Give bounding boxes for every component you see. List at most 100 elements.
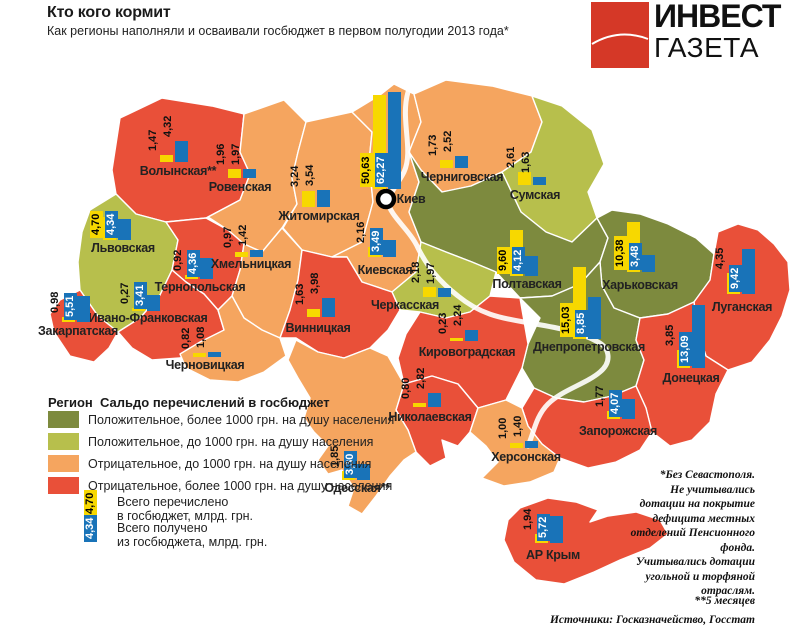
- received-value: 3,41: [134, 281, 147, 309]
- paid-bar: [132, 308, 145, 311]
- paid-bar: [302, 191, 315, 207]
- kyiv-city-marker: [375, 188, 397, 210]
- legend-swatch-positive-high: [48, 411, 79, 428]
- paid-value: 4,70: [90, 210, 103, 238]
- paid-value: 1,73: [427, 134, 439, 156]
- received-value: 13,09: [679, 332, 692, 366]
- region-label: Ивано-Франковская: [88, 311, 208, 325]
- logo-mark-icon: [591, 2, 649, 68]
- received-bar: [622, 399, 635, 419]
- region-label: Черниговская: [420, 170, 504, 184]
- legend-swatch-positive-low: [48, 433, 79, 450]
- region-shape-kherson: [469, 399, 561, 487]
- paid-value: 3,24: [289, 166, 301, 188]
- legend-swatch-negative-high: [48, 477, 79, 494]
- region-label: Харьковская: [602, 278, 678, 292]
- region-label: Ровенская: [208, 180, 272, 194]
- received-value: 4,07: [609, 389, 622, 417]
- received-value: 1,97: [230, 143, 242, 165]
- received-bar: [77, 295, 90, 322]
- legend-swatch-negative-low: [48, 455, 79, 472]
- paid-value: 2,16: [355, 221, 367, 243]
- region-label: АР Крым: [526, 548, 580, 562]
- legend-item-label: Положительное, более 1000 грн. на душу н…: [88, 413, 395, 427]
- paid-bar: [450, 338, 463, 341]
- paid-bar: [160, 154, 173, 162]
- paid-value: 0,27: [119, 282, 131, 304]
- received-bar: [438, 287, 451, 297]
- received-value: 4,34: [105, 210, 118, 238]
- region-label: Черкасская: [371, 298, 439, 312]
- page-title: Кто кого кормит: [47, 4, 171, 21]
- paid-value: 0,82: [180, 327, 192, 350]
- region-shape-chernivtsi: [179, 295, 287, 383]
- received-value: 1,97: [425, 262, 437, 284]
- region-label: Запорожская: [579, 424, 657, 438]
- received-value: 3,48: [629, 242, 642, 270]
- region-label: Волынская**: [139, 164, 217, 178]
- received-bar: [208, 351, 221, 357]
- paid-value: 1,00: [497, 417, 509, 440]
- legend-received-bar-label: Всего получено из госбюджета, млрд. грн.: [117, 521, 268, 549]
- paid-value: 0,97: [222, 226, 234, 249]
- received-value: 3,98: [309, 272, 321, 294]
- received-bar: [588, 296, 601, 339]
- legend-item-label: Отрицательное, более 1000 грн. на душу н…: [88, 479, 393, 493]
- paid-bar: [510, 443, 523, 448]
- region-label: Львовская: [91, 241, 155, 255]
- received-bar: [642, 255, 655, 272]
- region-label: Полтавская: [492, 277, 562, 291]
- region-shape-odesa: [287, 339, 417, 515]
- sources-line: Источники: Госказначейство, Госстат: [549, 614, 755, 626]
- received-value: 4,32: [162, 115, 174, 138]
- paid-value: 10,38: [614, 236, 627, 270]
- received-bar: [465, 330, 478, 341]
- region-label: Херсонская: [491, 450, 561, 464]
- paid-value: 0,98: [49, 291, 61, 314]
- paid-value: 1,77: [594, 385, 606, 407]
- paid-value: 1,47: [147, 129, 159, 151]
- region-label: Днепропетровская: [533, 340, 645, 354]
- received-bar: [525, 256, 538, 276]
- received-value: 4,36: [187, 249, 200, 277]
- legend-sample-chip-b: 4,34: [84, 514, 97, 542]
- received-value: 1,63: [520, 151, 532, 174]
- received-bar: [383, 240, 396, 257]
- received-value: 8,85: [575, 309, 588, 337]
- region-label: Житомирская: [278, 209, 360, 223]
- received-bar: [550, 515, 563, 543]
- received-value: 9,42: [729, 264, 742, 292]
- region-label: Черновицкая: [165, 358, 245, 372]
- region-label: Тернопольская: [154, 280, 246, 294]
- paid-value: 4,35: [714, 247, 726, 270]
- paid-value: 2,18: [410, 261, 422, 283]
- received-bar: [428, 393, 441, 407]
- paid-value: 1,96: [215, 143, 227, 165]
- paid-value: 9,60: [497, 246, 510, 274]
- logo-text-line2: ГАЗЕТА: [654, 32, 760, 63]
- region-label: Николаевская: [388, 410, 472, 424]
- received-value: 3,54: [304, 164, 316, 187]
- received-value: 2,52: [442, 130, 454, 152]
- received-bar: [357, 464, 370, 480]
- region-label: Донецкая: [662, 371, 720, 385]
- paid-bar: [235, 252, 248, 257]
- region-label: Сумская: [509, 188, 561, 202]
- received-bar: [200, 258, 213, 279]
- paid-bar: [413, 403, 426, 407]
- brand-logo: ИНВЕСТ ГАЗЕТА: [591, 0, 800, 70]
- paid-bar: [193, 353, 206, 357]
- paid-value: 2,61: [505, 147, 517, 169]
- received-bar: [388, 92, 401, 189]
- received-bar: [147, 294, 160, 311]
- received-bar: [243, 168, 256, 178]
- received-bar: [455, 155, 468, 168]
- received-bar: [250, 250, 263, 257]
- paid-value: 50,63: [360, 153, 373, 187]
- received-bar: [742, 248, 755, 294]
- legend-item-label: Отрицательное, до 1000 грн. на душу насе…: [88, 457, 372, 471]
- received-bar: [322, 297, 335, 317]
- footnote-asterisk: *Без Севастополя. Не учитывались дотации…: [630, 469, 755, 597]
- received-bar: [317, 190, 330, 207]
- region-label: Закарпатская: [38, 324, 118, 338]
